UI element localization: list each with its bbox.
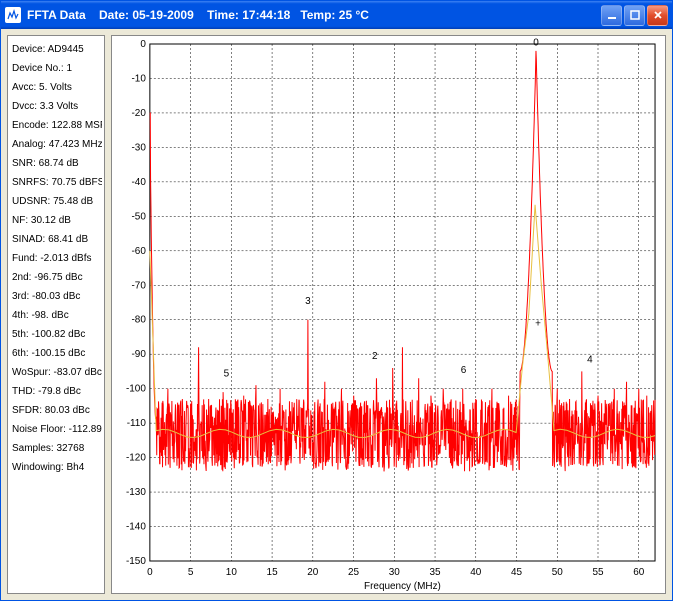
info-row: SFDR: 80.03 dBc (10, 401, 102, 420)
info-row: WoSpur: -83.07 dBc + (10, 363, 102, 382)
svg-text:0: 0 (533, 37, 539, 48)
info-row: Encode: 122.88 MSPS (10, 116, 102, 135)
svg-text:2: 2 (372, 351, 378, 362)
svg-text:55: 55 (592, 567, 604, 578)
svg-text:-100: -100 (126, 384, 146, 395)
info-row: NF: 30.12 dB (10, 211, 102, 230)
info-row: 2nd: -96.75 dBc (10, 268, 102, 287)
info-row: Device: AD9445 (10, 40, 102, 59)
title-date: 05-19-2009 (132, 8, 193, 22)
svg-text:-90: -90 (131, 349, 146, 360)
fft-chart[interactable]: -150-140-130-120-110-100-90-80-70-60-50-… (111, 35, 666, 594)
info-row: SINAD: 68.41 dB (10, 230, 102, 249)
svg-text:-130: -130 (126, 487, 146, 498)
svg-text:-20: -20 (131, 108, 146, 119)
svg-text:50: 50 (552, 567, 564, 578)
title-app: FFTA Data (27, 8, 86, 22)
svg-text:-110: -110 (127, 418, 147, 429)
info-sidebar: Device: AD9445Device No.: 1Avcc: 5. Volt… (7, 35, 105, 594)
svg-text:-30: -30 (131, 142, 146, 153)
info-row: 4th: -98. dBc (10, 306, 102, 325)
svg-text:-40: -40 (131, 177, 146, 188)
info-row: Noise Floor: -112.89 dBFS (10, 420, 102, 439)
maximize-button[interactable] (624, 5, 645, 26)
title-date-label: Date: (99, 8, 129, 22)
svg-text:-150: -150 (126, 556, 146, 567)
svg-text:15: 15 (267, 567, 279, 578)
title-time: 17:44:18 (242, 8, 290, 22)
content-area: Device: AD9445Device No.: 1Avcc: 5. Volt… (1, 29, 672, 600)
svg-text:-140: -140 (126, 522, 146, 533)
svg-text:-50: -50 (131, 211, 146, 222)
svg-text:35: 35 (430, 567, 442, 578)
svg-text:5: 5 (224, 368, 230, 379)
svg-text:10: 10 (226, 567, 238, 578)
svg-text:-10: -10 (131, 73, 146, 84)
svg-text:+: + (535, 319, 541, 330)
title-temp: 25 °C (339, 8, 369, 22)
info-row: 5th: -100.82 dBc (10, 325, 102, 344)
svg-text:Frequency (MHz): Frequency (MHz) (364, 581, 441, 592)
info-row: SNRFS: 70.75 dBFS (10, 173, 102, 192)
svg-text:0: 0 (140, 39, 146, 50)
info-row: Samples: 32768 (10, 439, 102, 458)
app-icon (5, 7, 21, 23)
info-row: 3rd: -80.03 dBc (10, 287, 102, 306)
title-time-label: Time: (207, 8, 239, 22)
window-controls (601, 5, 668, 26)
close-button[interactable] (647, 5, 668, 26)
svg-text:6: 6 (461, 365, 467, 376)
svg-text:-80: -80 (131, 315, 146, 326)
svg-text:45: 45 (511, 567, 523, 578)
info-row: Windowing: Bh4 (10, 458, 102, 477)
svg-text:-70: -70 (131, 280, 146, 291)
svg-text:0: 0 (147, 567, 153, 578)
info-row: Device No.: 1 (10, 59, 102, 78)
svg-text:25: 25 (348, 567, 360, 578)
info-row: UDSNR: 75.48 dB (10, 192, 102, 211)
app-window: FFTA Data Date: 05-19-2009 Time: 17:44:1… (0, 0, 673, 601)
info-row: SNR: 68.74 dB (10, 154, 102, 173)
svg-text:5: 5 (188, 567, 194, 578)
titlebar[interactable]: FFTA Data Date: 05-19-2009 Time: 17:44:1… (1, 1, 672, 29)
minimize-button[interactable] (601, 5, 622, 26)
title-temp-label: Temp: (300, 8, 335, 22)
info-row: THD: -79.8 dBc (10, 382, 102, 401)
info-row: Avcc: 5. Volts (10, 78, 102, 97)
info-row: Dvcc: 3.3 Volts (10, 97, 102, 116)
svg-text:-120: -120 (126, 453, 146, 464)
svg-text:20: 20 (307, 567, 319, 578)
svg-text:-60: -60 (131, 246, 146, 257)
info-row: 6th: -100.15 dBc (10, 344, 102, 363)
svg-text:60: 60 (633, 567, 645, 578)
info-row: Fund: -2.013 dBfs (10, 249, 102, 268)
svg-text:3: 3 (305, 296, 311, 307)
svg-text:4: 4 (587, 355, 593, 366)
svg-text:40: 40 (470, 567, 482, 578)
svg-text:30: 30 (389, 567, 401, 578)
info-row: Analog: 47.423 MHz (10, 135, 102, 154)
